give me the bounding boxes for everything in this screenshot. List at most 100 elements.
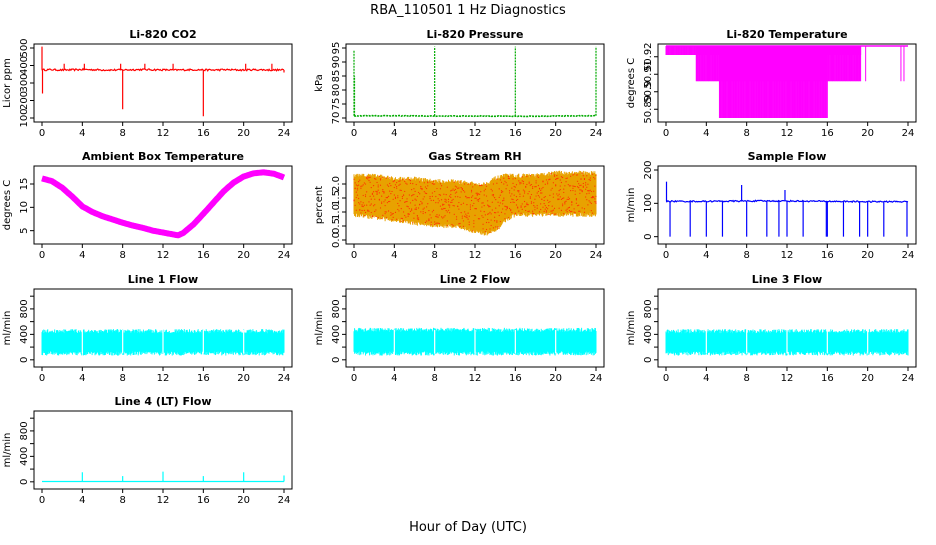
data-point <box>586 193 588 195</box>
data-point <box>526 183 528 186</box>
data-point <box>573 185 575 187</box>
x-tick-label: 20 <box>549 250 562 261</box>
y-axis-label: degrees C <box>2 180 13 230</box>
x-tick-label: 24 <box>278 250 291 261</box>
data-point <box>429 181 431 183</box>
data-point <box>588 200 590 202</box>
x-tick-label: 24 <box>590 128 603 139</box>
x-tick-label: 8 <box>431 250 437 261</box>
x-tick-label: 0 <box>39 373 45 384</box>
data-point <box>565 177 567 180</box>
data-point <box>595 174 597 177</box>
x-tick-label: 4 <box>391 250 397 261</box>
data-point <box>422 212 424 215</box>
panel-title: Line 2 Flow <box>440 273 510 286</box>
data-point <box>391 213 393 215</box>
y-axis-label: percent <box>314 186 325 224</box>
data-point <box>536 192 538 194</box>
data-point <box>450 196 452 198</box>
data-point <box>362 202 364 204</box>
data-point <box>411 195 413 197</box>
data-point <box>497 201 499 203</box>
data-marks <box>665 45 908 118</box>
data-point <box>443 193 445 195</box>
data-point <box>358 181 360 183</box>
data-point <box>492 183 495 185</box>
data-point <box>561 197 564 200</box>
x-tick-label: 12 <box>781 128 794 139</box>
data-point <box>408 194 410 196</box>
data-point <box>490 188 492 190</box>
data-point <box>515 199 518 201</box>
data-point <box>578 187 580 189</box>
data-point <box>443 203 445 206</box>
data-point <box>458 208 460 210</box>
data-point <box>583 211 586 213</box>
data-point <box>548 179 550 181</box>
data-point <box>447 204 450 206</box>
data-point <box>576 186 579 188</box>
data-point <box>453 189 455 192</box>
data-point <box>358 197 360 200</box>
data-point <box>586 186 588 188</box>
data-point <box>583 208 586 210</box>
data-point <box>421 188 423 191</box>
data-point <box>367 210 369 212</box>
data-point <box>540 208 542 211</box>
data-point <box>493 197 496 199</box>
panel-9: Line 3 Flow ml/min 0 4 8 12 16 20 24 0 400 800 <box>626 273 917 384</box>
x-tick-label: 16 <box>197 495 210 506</box>
x-tick-label: 12 <box>157 250 170 261</box>
data-point <box>589 177 591 179</box>
x-tick-label: 4 <box>703 250 709 261</box>
data-point <box>556 193 558 195</box>
data-point <box>452 198 454 200</box>
data-point <box>385 197 387 199</box>
panel-title: Line 4 (LT) Flow <box>115 395 212 408</box>
data-point <box>503 197 505 199</box>
data-point <box>461 188 463 191</box>
data-point <box>396 181 398 184</box>
data-point <box>500 211 503 213</box>
data-point <box>451 189 453 191</box>
data-point <box>526 203 528 206</box>
data-point <box>368 180 370 182</box>
y-tick-label: 0.0 <box>331 232 342 248</box>
data-point <box>479 197 481 200</box>
panel-title: Li-820 Temperature <box>726 28 847 41</box>
data-point <box>496 182 498 184</box>
data-point <box>556 174 558 177</box>
data-point <box>495 207 497 209</box>
data-point <box>363 209 365 211</box>
data-point <box>567 184 569 186</box>
data-point <box>483 190 485 192</box>
data-point <box>378 199 380 201</box>
data-point <box>566 198 568 200</box>
x-tick-label: 16 <box>821 128 834 139</box>
x-tick-label: 4 <box>79 128 85 139</box>
data-point <box>400 220 402 222</box>
data-point <box>419 193 421 195</box>
y-tick-label: 10 <box>19 201 30 214</box>
data-point <box>445 194 447 196</box>
data-point <box>477 193 480 195</box>
data-point <box>552 182 554 184</box>
panel-title: Line 3 Flow <box>752 273 822 286</box>
data-point <box>369 181 371 183</box>
data-point <box>528 182 530 184</box>
data-point <box>461 217 463 219</box>
data-point <box>595 201 597 203</box>
data-point <box>493 220 496 222</box>
data-point <box>515 184 518 186</box>
data-point <box>513 185 515 188</box>
data-point <box>472 205 474 207</box>
data-marks <box>353 327 597 356</box>
data-point <box>498 214 500 217</box>
data-point <box>470 196 473 198</box>
data-point <box>449 212 451 214</box>
data-point <box>413 212 415 214</box>
data-point <box>544 195 546 198</box>
y-tick-label: 800 <box>331 299 342 318</box>
data-point <box>538 196 541 198</box>
